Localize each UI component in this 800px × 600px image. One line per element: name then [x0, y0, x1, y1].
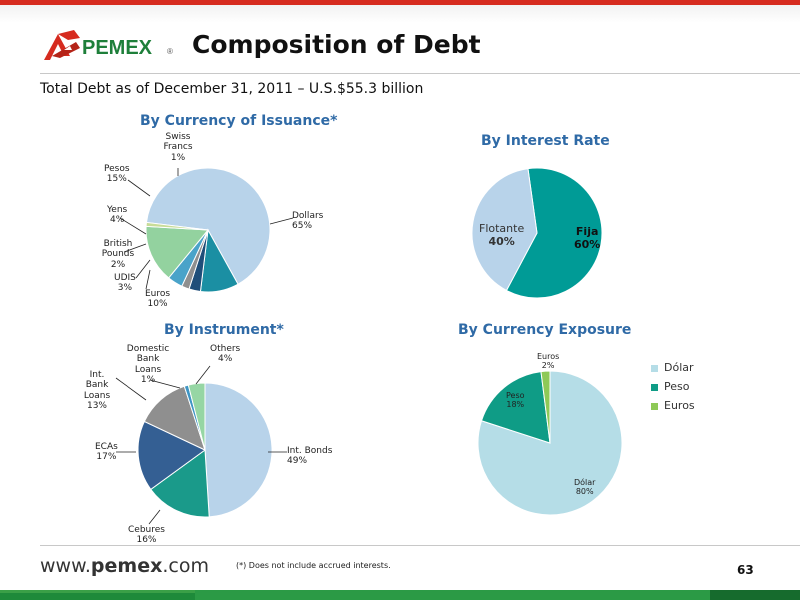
slice-label-cebures: Cebures 16% [128, 525, 165, 546]
footnote: (*) Does not include accrued interests. [236, 561, 391, 570]
pie-slice-int-bonds [204, 382, 273, 518]
pie-slice-cebures [150, 449, 210, 518]
legend-item-peso: Peso [651, 380, 689, 393]
legend-swatch-euros [651, 402, 658, 410]
top-accent-bar [0, 0, 800, 5]
legend-item-euros: Euros [651, 399, 695, 412]
slice-label-int-bonds: Int. Bonds 49% [287, 446, 333, 467]
top-shade [0, 5, 800, 23]
pie-slice-euros [540, 370, 551, 444]
leader-lines-instrument [115, 365, 287, 525]
pie-slice-int-bank-loans [143, 385, 206, 451]
slice-label-dollars: Dollars 65% [292, 211, 324, 232]
bottom-accent-bar [0, 590, 800, 600]
legend-swatch-dolar [651, 364, 658, 372]
slice-label-pesos: Pesos 15% [104, 164, 130, 185]
page-subtitle: Total Debt as of December 31, 2011 – U.S… [40, 81, 424, 97]
chart-title-instrument: By Instrument* [164, 322, 284, 338]
pie-slice-udis [188, 229, 209, 293]
chart-title-interest-rate: By Interest Rate [481, 133, 610, 149]
slice-label-int-bank-loans: Int. Bank Loans 13% [83, 370, 111, 412]
pie-slice-pesos [145, 225, 210, 279]
slice-label-domestic-bank-loans: Domestic Bank Loans 1% [126, 344, 170, 386]
slice-label-yens: Yens 4% [107, 205, 128, 226]
slice-label-peso: Peso 18% [506, 391, 525, 410]
pemex-eagle-icon [44, 30, 80, 60]
pie-slice-dollars [145, 167, 271, 285]
pie-slice-domestic-bank-loans [183, 384, 206, 451]
pemex-logo: PEMEX ® [44, 30, 173, 60]
pie-slice-others [187, 382, 206, 451]
slice-label-udis: UDIS 3% [114, 273, 136, 294]
svg-text:®: ® [167, 47, 173, 56]
slice-label-swiss-francs: Swiss Francs 1% [163, 132, 193, 163]
legend-swatch-peso [651, 383, 658, 391]
leader-lines-currency-issuance [119, 168, 294, 290]
pie-slice-british-pounds [181, 229, 209, 290]
slice-label-others: Others 4% [210, 344, 241, 365]
slice-label-ecas: ECAs 17% [95, 442, 118, 463]
chart-title-currency-exposure: By Currency Exposure [458, 322, 632, 338]
page-number: 63 [737, 563, 754, 577]
page-title: Composition of Debt [192, 30, 481, 59]
footer-divider [40, 545, 800, 546]
pie-slice-dolar [477, 370, 623, 516]
slice-label-fija: Fija 60% [574, 225, 601, 251]
slice-label-dolar: Dólar 80% [574, 478, 596, 497]
slice-label-flotante: Flotante 40% [479, 222, 525, 248]
header-divider [40, 73, 800, 74]
slice-label-euros-exposure: Euros 2% [537, 352, 560, 371]
slice-label-british-pounds: British Pounds 2% [101, 239, 135, 270]
pemex-wordmark: PEMEX [82, 37, 153, 59]
pie-slice-euros [199, 228, 239, 293]
website-link[interactable]: www.pemex.com [40, 555, 209, 577]
pie-slice-ecas [137, 420, 206, 491]
legend-item-dolar: Dólar [651, 361, 694, 374]
pie-slice-swiss-francs [145, 221, 209, 231]
pie-slice-yens [167, 229, 209, 287]
chart-title-currency-issuance: By Currency of Issuance* [140, 113, 338, 129]
slice-label-euros: Euros 10% [145, 289, 171, 310]
